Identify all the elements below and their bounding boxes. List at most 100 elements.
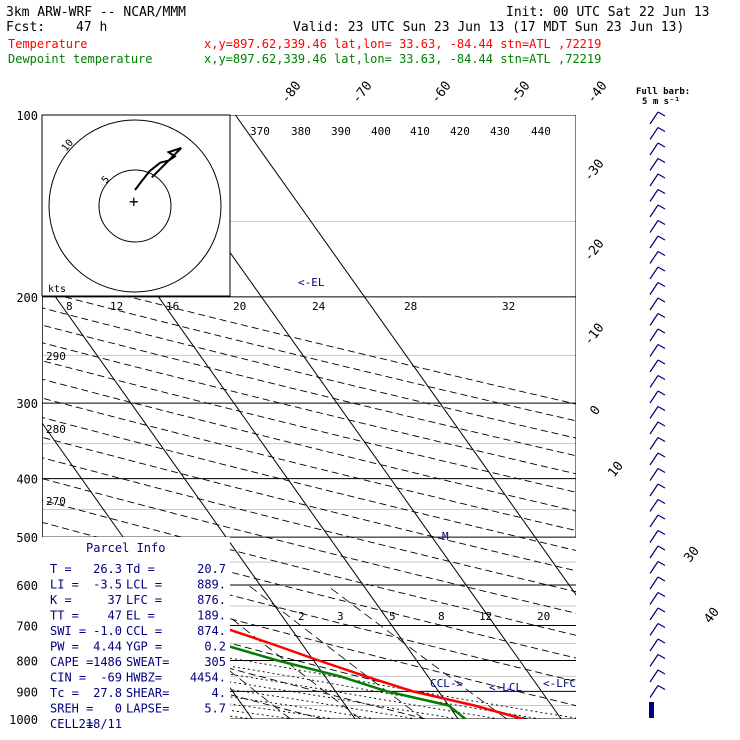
dewpoint-trace: [42, 590, 467, 719]
parcel-info-value: CCL =: [126, 624, 162, 638]
wind-barb: [649, 592, 659, 605]
wind-barb: [649, 468, 659, 481]
theta-e-label: 16: [166, 300, 179, 313]
isotherm-label: -10: [581, 321, 607, 349]
wind-barb: [657, 591, 666, 598]
wind-barb: [649, 514, 659, 528]
ccl-marker: CCL->: [430, 677, 463, 690]
isotherm-label: -60: [428, 79, 454, 107]
wind-barb: [657, 142, 666, 148]
wind-barb: [657, 312, 666, 319]
wind-barb: [649, 204, 659, 218]
wind-barb: [657, 545, 666, 551]
mixing-ratio-label: 12: [479, 610, 492, 623]
barb-legend-value: 5 m s⁻¹: [642, 97, 680, 107]
wind-barb: [657, 498, 666, 505]
parcel-info-value: 26.3: [93, 562, 122, 576]
theta-e-label: 24: [312, 300, 326, 313]
wind-barb: [649, 173, 659, 187]
wind-barb: [657, 250, 666, 257]
theta-left-label: 290: [46, 350, 66, 363]
dewpoint-label: Dewpoint temperature: [8, 52, 153, 66]
wind-barb: [649, 111, 659, 125]
wind-barb: [649, 452, 659, 466]
theta-e-label: 20: [233, 300, 246, 313]
isotherm: [42, 277, 356, 719]
parcel-info-value: SHEAR=: [126, 686, 169, 700]
dry-adiabat: [0, 115, 14, 719]
wind-barb: [657, 467, 666, 474]
el-marker: <-EL: [298, 276, 325, 289]
wind-barb: [657, 529, 666, 536]
theta-label: 390: [331, 125, 351, 138]
parcel-info-value: 218/11: [79, 717, 122, 731]
parcel-info-value: CAPE =: [50, 655, 93, 669]
wind-barb: [649, 328, 659, 342]
theta-left-label: 280: [46, 423, 66, 436]
wind-barb: [657, 684, 666, 691]
pressure-tick-label: 600: [16, 579, 38, 593]
mixing-ratio-label: 20: [537, 610, 550, 623]
dry-adiabat: [42, 617, 426, 719]
isotherm-label: 10: [605, 459, 626, 481]
hodograph-ring-label: 5: [100, 174, 112, 186]
model-title: 3km ARW-WRF -- NCAR/MMM: [6, 5, 186, 20]
wind-barb: [649, 220, 659, 233]
wind-barb: [649, 282, 659, 295]
wind-barb: [657, 607, 666, 613]
parcel-info-value: 27.8: [93, 686, 122, 700]
dewpoint-info: x,y=897.62,339.46 lat,lon= 33.63, -84.44…: [204, 52, 601, 66]
forecast-label: Fcst:: [6, 20, 45, 35]
parcel-info-background: [42, 537, 230, 719]
hodograph-origin-marker: +: [129, 192, 139, 211]
pressure-tick-label: 700: [16, 619, 38, 633]
theta-left-label: 270: [46, 495, 66, 508]
dry-adiabat: [42, 478, 576, 614]
m-marker: M: [442, 530, 449, 543]
wind-barb: [649, 437, 659, 450]
parcel-info-value: YGP =: [126, 640, 162, 654]
parcel-info-value: 20.7: [197, 562, 226, 576]
parcel-info-value: EL =: [126, 609, 155, 623]
parcel-info-value: 305: [204, 655, 226, 669]
wind-barb: [649, 235, 659, 249]
pressure-tick-label: 900: [16, 685, 38, 699]
wind-barb: [649, 530, 659, 543]
parcel-info-value: Tc =: [50, 686, 79, 700]
theta-e-label: 8: [66, 300, 73, 313]
wind-barb: [657, 157, 666, 164]
wind-barb: [657, 669, 666, 675]
hodograph-unit: kts: [48, 284, 66, 295]
temperature-label: Temperature: [8, 37, 87, 51]
isotherm: [234, 115, 576, 596]
parcel-info-value: 1486: [93, 655, 122, 669]
wind-barb: [649, 623, 659, 636]
parcel-info-value: 47: [108, 609, 122, 623]
pressure-tick-label: 500: [16, 531, 38, 545]
isotherm-label: -80: [278, 79, 304, 107]
dry-adiabat: [42, 436, 576, 572]
wind-barb: [657, 281, 666, 288]
theta-label: 380: [291, 125, 311, 138]
hodograph-ring-5: [98, 169, 172, 243]
wind-barb: [649, 344, 659, 357]
wind-barb: [649, 251, 659, 264]
wind-barb: [649, 127, 659, 140]
wind-barb: [657, 514, 666, 520]
isotherm-label: -70: [349, 79, 375, 107]
temperature-info: x,y=897.62,339.46 lat,lon= 33.63, -84.44…: [204, 37, 601, 51]
pressure-tick-label: 400: [16, 473, 38, 487]
wind-barb: [657, 452, 666, 458]
hodograph: + 5 10 kts: [41, 114, 231, 297]
forecast-hours: 47 h: [76, 20, 107, 35]
wind-barb: [649, 545, 659, 559]
wind-barb: [657, 359, 666, 365]
wind-barb: [649, 359, 659, 373]
wind-barb: [649, 189, 659, 202]
parcel-info-value: PW =: [50, 640, 79, 654]
theta-e-label: 28: [404, 300, 417, 313]
parcel-info-value: SWI =: [50, 624, 86, 638]
wind-barb: [657, 436, 666, 443]
wind-barb: [657, 204, 666, 210]
